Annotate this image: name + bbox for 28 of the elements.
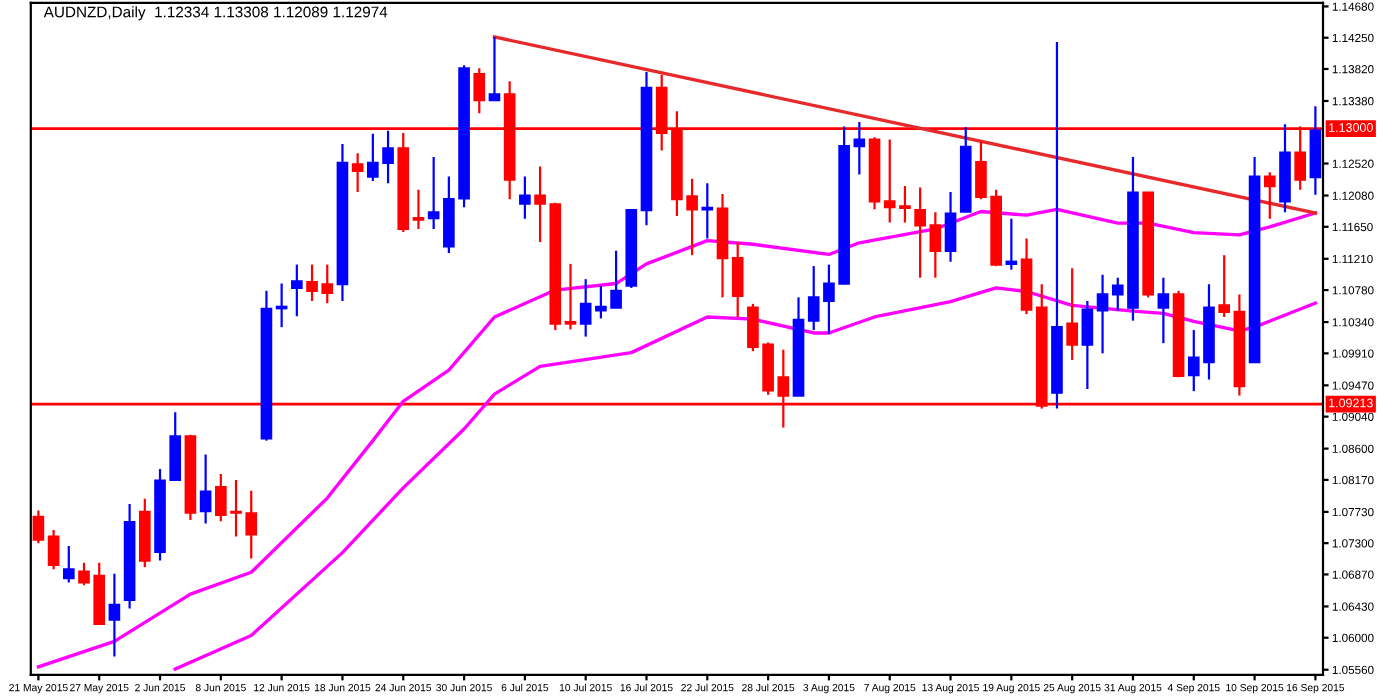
candlestick	[473, 67, 486, 115]
candlestick	[1081, 299, 1094, 391]
candlestick	[62, 544, 75, 584]
candlestick	[427, 155, 440, 231]
candlestick	[1157, 276, 1170, 345]
candlestick	[1096, 273, 1109, 355]
candlestick	[731, 240, 744, 319]
candlestick	[199, 453, 212, 525]
candlestick	[47, 528, 60, 571]
candlestick	[929, 211, 942, 279]
candlestick	[914, 186, 926, 279]
candlestick	[1263, 171, 1276, 220]
candlestick	[564, 262, 577, 331]
candlestick	[1005, 217, 1018, 271]
candlestick	[351, 152, 364, 193]
candlestick	[701, 182, 714, 240]
candlestick	[488, 35, 501, 103]
line-series	[36, 207, 1318, 669]
line-series	[173, 286, 1318, 671]
candlestick	[108, 572, 121, 658]
candlestick	[1218, 254, 1231, 319]
candlestick	[412, 188, 425, 231]
candlestick	[519, 175, 531, 220]
candlestick	[853, 120, 866, 176]
candlestick	[944, 190, 957, 263]
candlestick	[291, 263, 303, 318]
candlestick	[32, 509, 45, 545]
candlestick	[1066, 267, 1078, 361]
